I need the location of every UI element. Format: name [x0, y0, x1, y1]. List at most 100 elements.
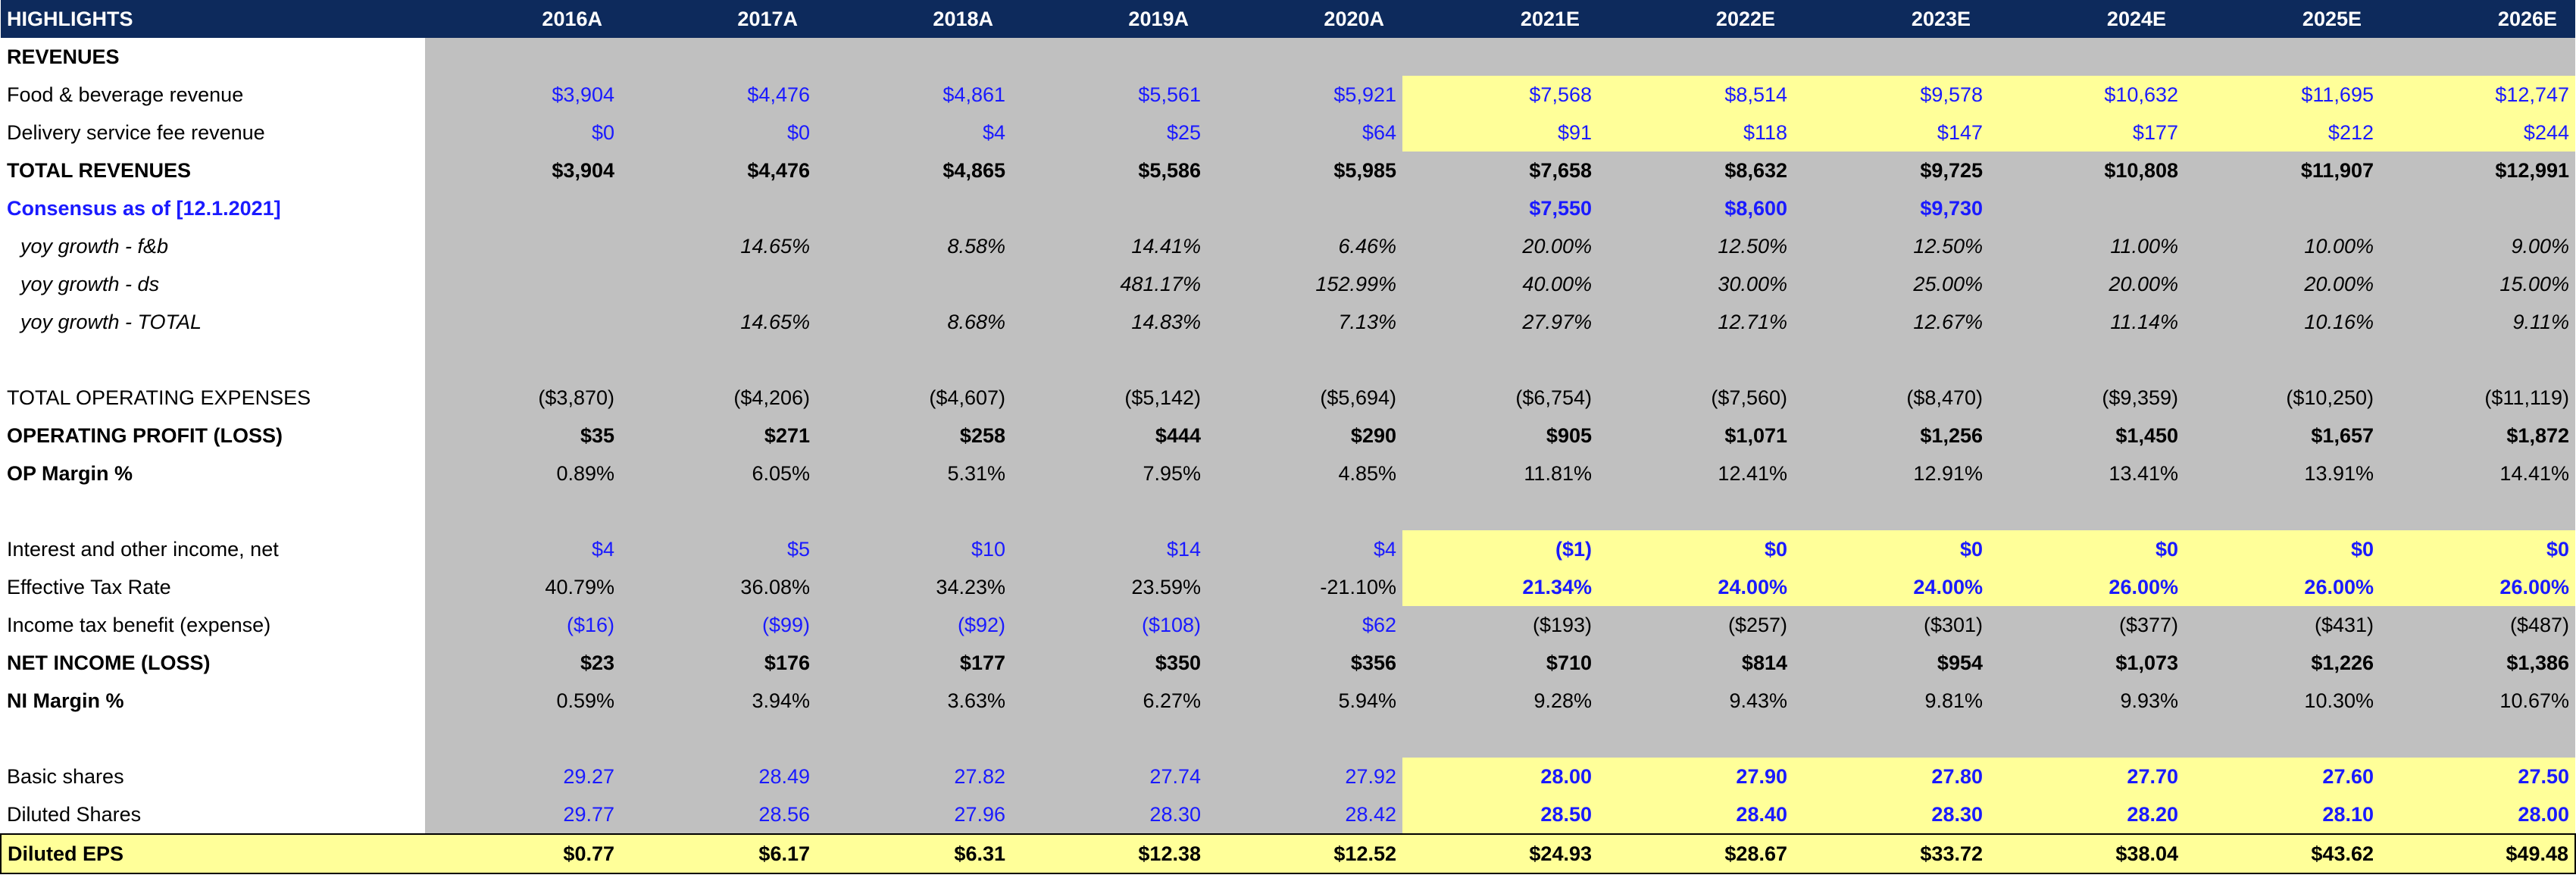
- eps-value-cell[interactable]: $12.52: [1207, 833, 1402, 874]
- value-cell[interactable]: [1207, 341, 1402, 379]
- row-label-cell[interactable]: Diluted EPS: [0, 833, 425, 874]
- value-cell[interactable]: ($4,206): [621, 379, 816, 417]
- year-header-cell[interactable]: 2016A: [425, 0, 621, 38]
- row-label-cell[interactable]: NI Margin %: [1, 682, 425, 720]
- value-cell[interactable]: [2184, 189, 2380, 227]
- value-cell[interactable]: $271: [621, 417, 816, 455]
- eps-value-cell[interactable]: $24.93: [1402, 833, 1598, 874]
- value-cell[interactable]: 6.05%: [621, 455, 816, 492]
- value-cell[interactable]: $7,568: [1402, 76, 1598, 114]
- eps-value-cell[interactable]: $28.67: [1598, 833, 1793, 874]
- value-cell[interactable]: [425, 492, 621, 530]
- value-cell[interactable]: 27.80: [1793, 758, 1989, 795]
- value-cell[interactable]: 3.63%: [816, 682, 1011, 720]
- row-label-cell[interactable]: Basic shares: [1, 758, 425, 795]
- eps-value-cell[interactable]: $0.77: [425, 833, 621, 874]
- value-cell[interactable]: [425, 341, 621, 379]
- value-cell[interactable]: $1,071: [1598, 417, 1793, 455]
- row-label-cell[interactable]: Food & beverage revenue: [1, 76, 425, 114]
- value-cell[interactable]: $11,695: [2184, 76, 2380, 114]
- value-cell[interactable]: ($11,119): [2380, 379, 2575, 417]
- value-cell[interactable]: [1207, 38, 1402, 76]
- value-cell[interactable]: 25.00%: [1793, 265, 1989, 303]
- eps-value-cell[interactable]: $6.31: [816, 833, 1011, 874]
- value-cell[interactable]: [2380, 720, 2575, 758]
- row-label-cell[interactable]: Delivery service fee revenue: [1, 114, 425, 152]
- value-cell[interactable]: 20.00%: [2184, 265, 2380, 303]
- value-cell[interactable]: ($487): [2380, 606, 2575, 644]
- value-cell[interactable]: [1402, 341, 1598, 379]
- value-cell[interactable]: $1,226: [2184, 644, 2380, 682]
- value-cell[interactable]: [2184, 38, 2380, 76]
- value-cell[interactable]: 9.81%: [1793, 682, 1989, 720]
- value-cell[interactable]: 9.28%: [1402, 682, 1598, 720]
- value-cell[interactable]: ($4,607): [816, 379, 1011, 417]
- value-cell[interactable]: $176: [621, 644, 816, 682]
- value-cell[interactable]: $8,600: [1598, 189, 1793, 227]
- value-cell[interactable]: [1207, 189, 1402, 227]
- value-cell[interactable]: $10: [816, 530, 1011, 568]
- value-cell[interactable]: $258: [816, 417, 1011, 455]
- value-cell[interactable]: [2380, 341, 2575, 379]
- value-cell[interactable]: [1793, 38, 1989, 76]
- value-cell[interactable]: $954: [1793, 644, 1989, 682]
- value-cell[interactable]: [2380, 492, 2575, 530]
- highlights-header-cell[interactable]: HIGHLIGHTS: [1, 0, 425, 38]
- year-header-cell[interactable]: 2019A: [1011, 0, 1207, 38]
- value-cell[interactable]: $5,921: [1207, 76, 1402, 114]
- value-cell[interactable]: $177: [1989, 114, 2184, 152]
- value-cell[interactable]: $9,730: [1793, 189, 1989, 227]
- value-cell[interactable]: $814: [1598, 644, 1793, 682]
- value-cell[interactable]: 14.65%: [621, 303, 816, 341]
- value-cell[interactable]: ($257): [1598, 606, 1793, 644]
- value-cell[interactable]: 28.00: [1402, 758, 1598, 795]
- value-cell[interactable]: 481.17%: [1011, 265, 1207, 303]
- row-label-cell[interactable]: yoy growth - ds: [1, 265, 425, 303]
- value-cell[interactable]: ($10,250): [2184, 379, 2380, 417]
- year-header-cell[interactable]: 2025E: [2184, 0, 2380, 38]
- value-cell[interactable]: [1598, 720, 1793, 758]
- value-cell[interactable]: 40.00%: [1402, 265, 1598, 303]
- value-cell[interactable]: [1989, 189, 2184, 227]
- value-cell[interactable]: $0: [2184, 530, 2380, 568]
- value-cell[interactable]: 9.93%: [1989, 682, 2184, 720]
- value-cell[interactable]: [1793, 341, 1989, 379]
- row-label-cell[interactable]: Consensus as of [12.1.2021]: [1, 189, 425, 227]
- row-label-cell[interactable]: [1, 720, 425, 758]
- value-cell[interactable]: 28.20: [1989, 795, 2184, 834]
- value-cell[interactable]: 14.41%: [2380, 455, 2575, 492]
- value-cell[interactable]: [816, 265, 1011, 303]
- value-cell[interactable]: $1,256: [1793, 417, 1989, 455]
- value-cell[interactable]: $10,808: [1989, 152, 2184, 189]
- value-cell[interactable]: 152.99%: [1207, 265, 1402, 303]
- value-cell[interactable]: 28.56: [621, 795, 816, 834]
- value-cell[interactable]: $62: [1207, 606, 1402, 644]
- value-cell[interactable]: $1,872: [2380, 417, 2575, 455]
- value-cell[interactable]: $147: [1793, 114, 1989, 152]
- value-cell[interactable]: ($3,870): [425, 379, 621, 417]
- value-cell[interactable]: $177: [816, 644, 1011, 682]
- row-label-cell[interactable]: Diluted Shares: [1, 795, 425, 834]
- value-cell[interactable]: [1989, 38, 2184, 76]
- value-cell[interactable]: 27.90: [1598, 758, 1793, 795]
- value-cell[interactable]: ($377): [1989, 606, 2184, 644]
- value-cell[interactable]: [816, 341, 1011, 379]
- value-cell[interactable]: [1793, 720, 1989, 758]
- row-label-cell[interactable]: Interest and other income, net: [1, 530, 425, 568]
- value-cell[interactable]: 0.59%: [425, 682, 621, 720]
- value-cell[interactable]: 27.92: [1207, 758, 1402, 795]
- value-cell[interactable]: $12,747: [2380, 76, 2575, 114]
- value-cell[interactable]: $4: [1207, 530, 1402, 568]
- eps-value-cell[interactable]: $49.48: [2380, 833, 2576, 874]
- value-cell[interactable]: $0: [1598, 530, 1793, 568]
- eps-value-cell[interactable]: $12.38: [1011, 833, 1207, 874]
- value-cell[interactable]: [621, 720, 816, 758]
- value-cell[interactable]: $0: [1793, 530, 1989, 568]
- value-cell[interactable]: [2184, 341, 2380, 379]
- value-cell[interactable]: $1,450: [1989, 417, 2184, 455]
- value-cell[interactable]: [816, 189, 1011, 227]
- value-cell[interactable]: 24.00%: [1793, 568, 1989, 606]
- year-header-cell[interactable]: 2023E: [1793, 0, 1989, 38]
- value-cell[interactable]: [1011, 341, 1207, 379]
- value-cell[interactable]: 14.83%: [1011, 303, 1207, 341]
